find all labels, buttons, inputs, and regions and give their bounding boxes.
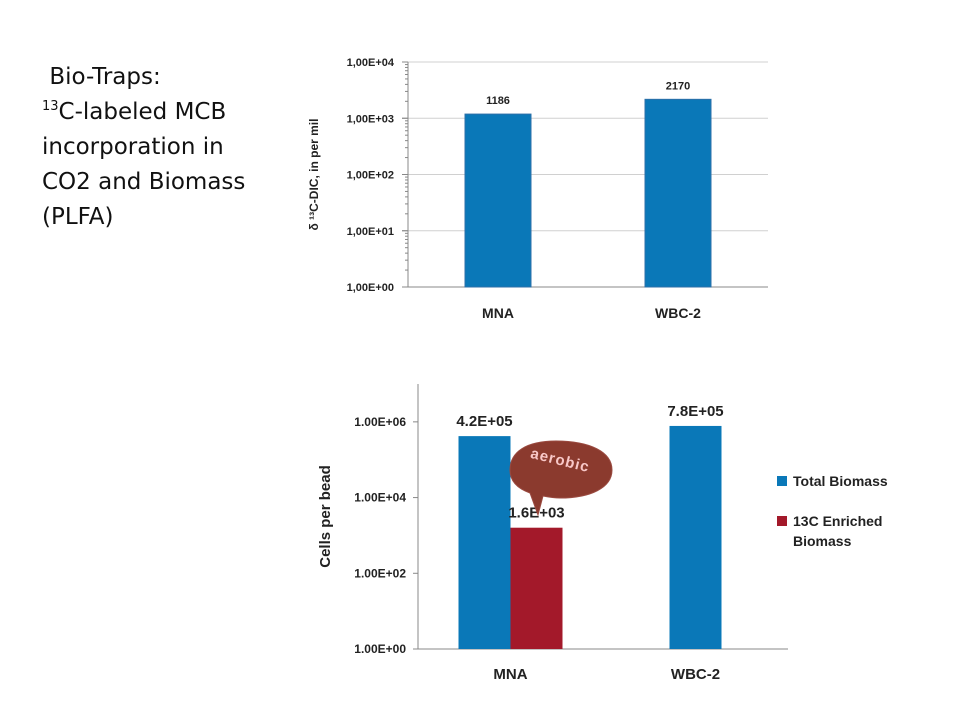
title-line-3: incorporation in — [42, 134, 224, 160]
aerobic-callout-bubble — [509, 440, 613, 517]
title-line-2: 13C-labeled MCB — [42, 99, 227, 125]
y-axis-label: Cells per bead — [317, 465, 334, 568]
data-label: 2170 — [666, 80, 690, 92]
y-tick-label: 1.00E+04 — [354, 491, 406, 505]
x-tick-label: MNA — [493, 666, 527, 683]
legend-label-line: Biomass — [793, 533, 852, 549]
y-tick-label: 1,00E+04 — [347, 57, 395, 69]
y-tick-label: 1,00E+03 — [347, 113, 394, 125]
bar — [464, 113, 532, 288]
data-label: 4.2E+05 — [456, 413, 512, 430]
data-label: 7.8E+05 — [667, 403, 723, 420]
legend-swatch-total-biomass — [777, 476, 787, 486]
legend-label: 13C Enriched Biomass — [793, 513, 882, 549]
x-tick-label: WBC-2 — [671, 666, 720, 683]
title-superscript: 13 — [42, 99, 59, 114]
x-tick-label: MNA — [482, 305, 514, 321]
title-line-1: Bio-Traps: — [49, 64, 161, 90]
title-line-5: (PLFA) — [42, 204, 114, 230]
y-tick-label: 1.00E+00 — [354, 642, 406, 656]
data-label: 1186 — [486, 95, 510, 107]
y-tick-label: 1,00E+01 — [347, 226, 394, 238]
y-tick-label: 1.00E+06 — [354, 415, 406, 429]
bar — [644, 98, 712, 288]
legend-swatch-13c-enriched — [777, 516, 787, 526]
bar-total-biomass — [669, 425, 722, 649]
y-tick-label: 1,00E+02 — [347, 170, 394, 182]
y-tick-label: 1.00E+02 — [354, 566, 406, 580]
title-line-4: CO2 and Biomass — [42, 169, 246, 195]
bar-total-biomass — [458, 436, 511, 649]
bar-13c-enriched-biomass — [510, 527, 563, 649]
data-label: 1.6E+03 — [508, 505, 564, 522]
chart-13c-dic: 1,00E+00 1,00E+01 1,00E+02 1,00E+03 1,00E+04… — [307, 57, 768, 321]
legend-label: Total Biomass — [793, 473, 888, 489]
y-axis-label: δ ¹³C-DIC, in per mil — [307, 119, 321, 231]
x-tick-label: WBC-2 — [655, 305, 701, 321]
slide-title: Bio-Traps: 13C-labeled MCB incorporation… — [42, 60, 292, 235]
legend-label-line: 13C Enriched — [793, 513, 882, 529]
y-tick-label: 1,00E+00 — [347, 282, 394, 294]
